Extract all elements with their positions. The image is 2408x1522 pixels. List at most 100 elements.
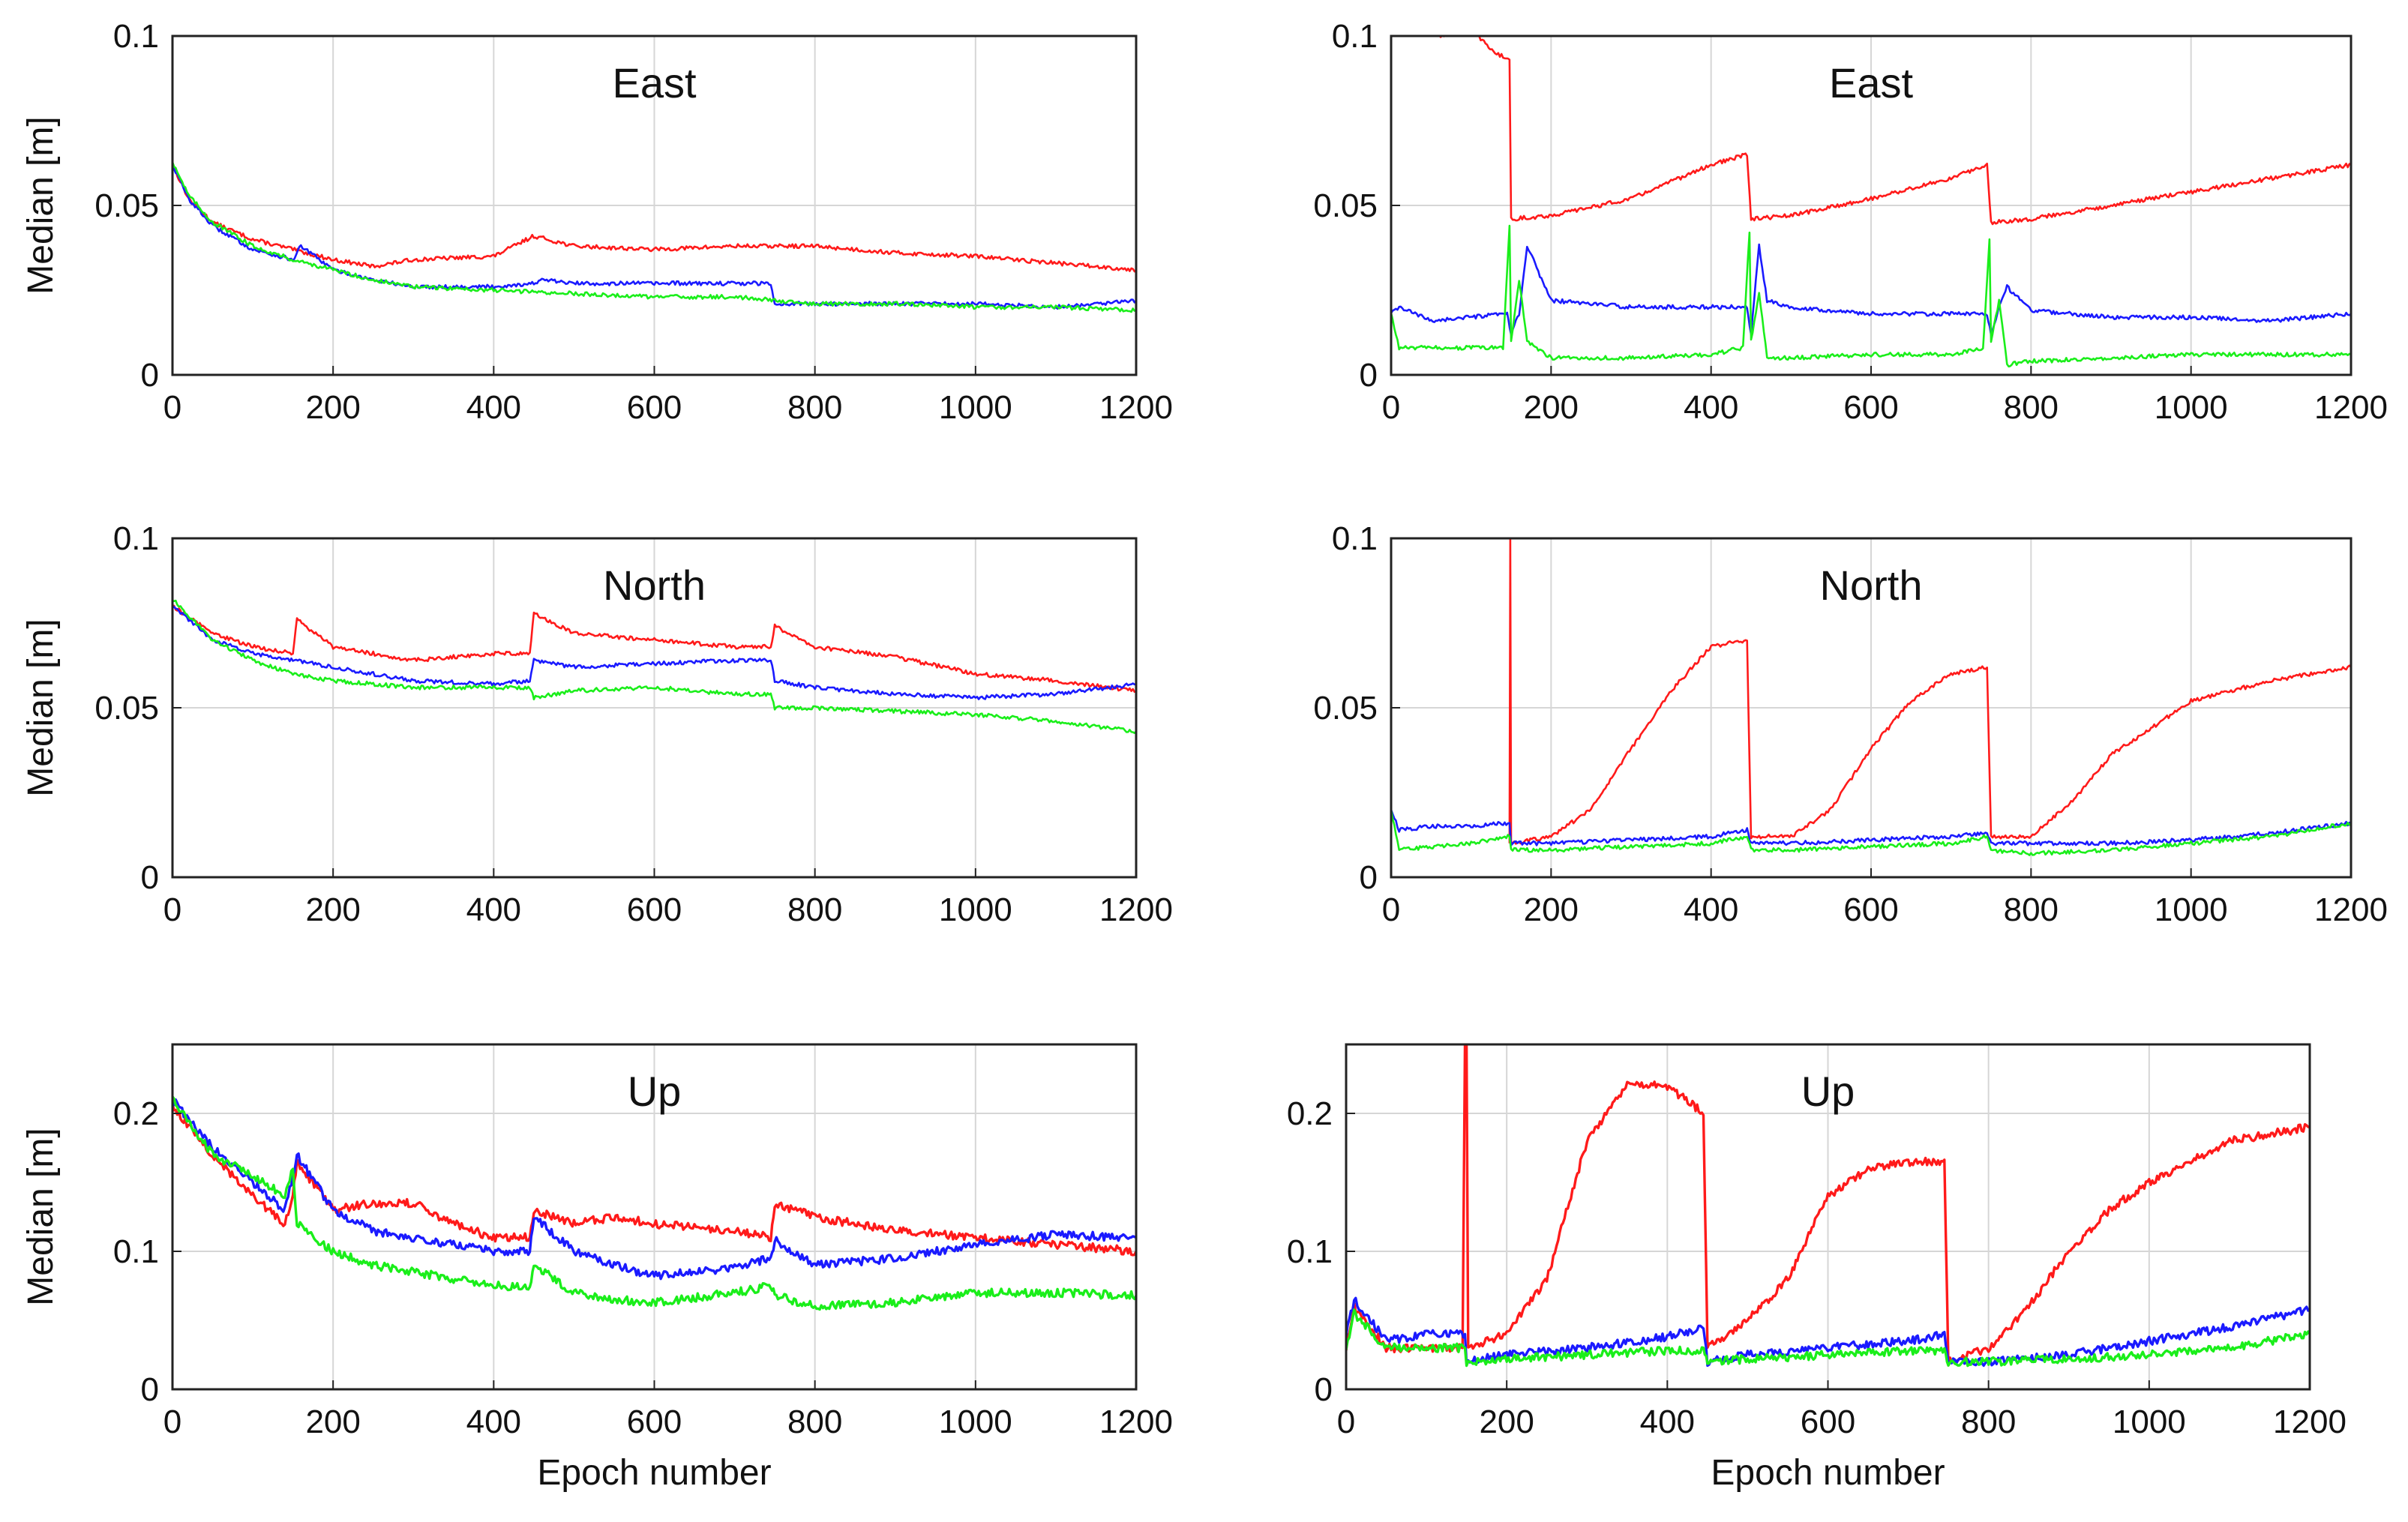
series-line-blue: [172, 165, 1136, 310]
chart-up-right: 0 200 400 600 800 1000 1200 0 0.1 0.2 Up Epoch numb…: [1287, 1043, 2347, 1493]
series-group: [1391, 538, 2351, 856]
x-tick-label: 1200: [1099, 891, 1173, 928]
chart-title: East: [612, 59, 696, 106]
y-tick-label: 0.1: [1332, 520, 1378, 557]
x-tick-label: 800: [787, 389, 842, 426]
series-line-blue: [1346, 1296, 2310, 1368]
series-line-green: [172, 1095, 1136, 1311]
x-tick-label: 1000: [939, 389, 1012, 426]
x-tick-label: 600: [627, 891, 682, 928]
x-axis-label: Epoch number: [1711, 1453, 1945, 1493]
chart-title: North: [603, 562, 706, 609]
x-tick-label: 400: [466, 891, 521, 928]
series-line-green: [1391, 809, 2351, 856]
x-tick-label: 800: [2004, 389, 2059, 426]
x-tick-label: 400: [1640, 1404, 1695, 1440]
x-tick-label: 600: [627, 389, 682, 426]
x-tick-label: 800: [787, 891, 842, 928]
chart-north-left: 0 200 400 600 800 1000 1200 0 0.05 0.1 North Median…: [21, 520, 1173, 928]
x-tick-label: 0: [163, 389, 181, 426]
chart-title: North: [1820, 562, 1923, 609]
y-tick-label: 0: [141, 859, 159, 896]
y-tick-label: 0.1: [113, 520, 159, 557]
y-tick-label: 0.1: [113, 18, 159, 55]
chart-title: East: [1829, 59, 1913, 106]
x-tick-label: 1200: [2314, 389, 2388, 426]
y-axis-label: Median [m]: [21, 116, 61, 294]
series-line-blue: [1391, 243, 2351, 337]
y-tick-label: 0: [141, 1371, 159, 1408]
series-group: [1391, 36, 2351, 368]
series-line-red: [172, 604, 1136, 694]
x-tick-label: 1000: [2155, 389, 2228, 426]
x-tick-label: 0: [163, 1404, 181, 1440]
series-line-green: [1346, 1308, 2310, 1368]
series-line-red: [1346, 1044, 2310, 1367]
y-axis-label: Median [m]: [21, 1128, 61, 1305]
series-line-blue: [172, 606, 1136, 700]
x-tick-label: 200: [1524, 389, 1579, 426]
x-tick-label: 1000: [2113, 1404, 2186, 1440]
x-tick-label: 600: [1843, 891, 1898, 928]
x-tick-label: 0: [1382, 891, 1400, 928]
x-tick-label: 200: [305, 1404, 360, 1440]
series-line-blue: [1391, 809, 2351, 846]
x-tick-label: 0: [1382, 389, 1400, 426]
y-tick-label: 0.05: [1313, 690, 1378, 727]
x-tick-label: 200: [1479, 1404, 1534, 1440]
x-tick-label: 1000: [2155, 891, 2228, 928]
x-tick-label: 200: [1524, 891, 1579, 928]
series-line-green: [1391, 224, 2351, 368]
x-tick-label: 0: [163, 891, 181, 928]
x-tick-label: 1200: [2273, 1404, 2347, 1440]
x-tick-label: 400: [1684, 891, 1738, 928]
series-line-green: [172, 161, 1136, 313]
series-group: [172, 599, 1136, 734]
x-axis-label: Epoch number: [537, 1453, 771, 1493]
x-tick-label: 600: [1843, 389, 1898, 426]
x-tick-label: 400: [466, 389, 521, 426]
series-group: [1346, 1044, 2310, 1368]
x-tick-label: 200: [305, 389, 360, 426]
chart-up-left: 0 200 400 600 800 1000 1200 0 0.1 0.2 Up Median [m]…: [21, 1043, 1173, 1493]
y-tick-label: 0.1: [1287, 1233, 1333, 1270]
x-tick-label: 400: [1684, 389, 1738, 426]
x-tick-label: 1200: [1099, 389, 1173, 426]
series-line-red: [1508, 538, 2351, 845]
x-tick-label: 0: [1337, 1404, 1355, 1440]
series-line-blue: [172, 1096, 1136, 1281]
x-tick-label: 1000: [939, 891, 1012, 928]
series-line-red: [1438, 36, 2351, 226]
chart-title: Up: [628, 1068, 682, 1115]
x-tick-label: 200: [305, 891, 360, 928]
y-tick-label: 0: [141, 357, 159, 394]
x-tick-label: 800: [1961, 1404, 2016, 1440]
series-line-red: [172, 165, 1136, 273]
series-group: [172, 1095, 1136, 1311]
y-tick-label: 0.05: [94, 187, 159, 224]
x-tick-label: 1200: [2314, 891, 2388, 928]
x-tick-label: 800: [787, 1404, 842, 1440]
x-tick-label: 800: [2004, 891, 2059, 928]
y-tick-label: 0.2: [1287, 1095, 1333, 1132]
y-tick-label: 0.1: [113, 1233, 159, 1270]
x-tick-label: 400: [466, 1404, 521, 1440]
y-axis-label: Median [m]: [21, 619, 61, 796]
x-tick-label: 1200: [1099, 1404, 1173, 1440]
y-tick-label: 0: [1360, 357, 1378, 394]
x-tick-label: 600: [1801, 1404, 1855, 1440]
x-tick-label: 1000: [939, 1404, 1012, 1440]
series-line-green: [172, 599, 1136, 734]
y-tick-label: 0: [1315, 1371, 1333, 1408]
chart-title: Up: [1801, 1068, 1855, 1115]
y-tick-label: 0.05: [94, 690, 159, 727]
x-tick-label: 600: [627, 1404, 682, 1440]
chart-east-right: 0 200 400 600 800 1000 1200 0 0.05 0.1 East: [1313, 18, 2388, 426]
y-tick-label: 0.05: [1313, 187, 1378, 224]
y-tick-label: 0.2: [113, 1095, 159, 1132]
y-tick-label: 0: [1360, 859, 1378, 896]
series-group: [172, 161, 1136, 313]
chart-north-right: 0 200 400 600 800 1000 1200 0 0.05 0.1 North: [1313, 520, 2388, 928]
y-tick-label: 0.1: [1332, 18, 1378, 55]
